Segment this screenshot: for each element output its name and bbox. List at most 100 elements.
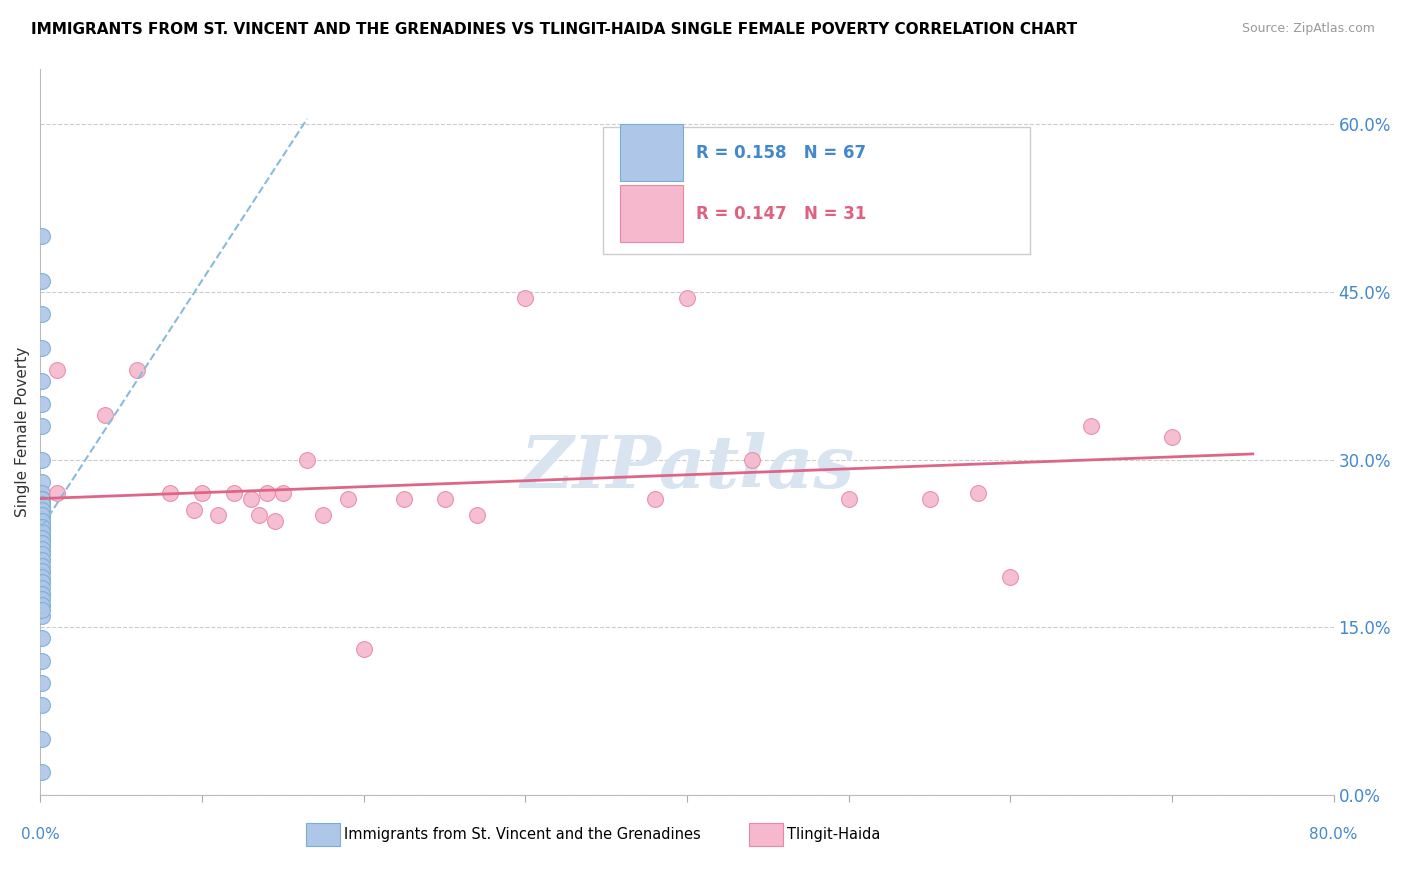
- Point: [31, 229, 53, 244]
- Point: [31, 452, 53, 467]
- Text: R = 0.147   N = 31: R = 0.147 N = 31: [696, 205, 866, 223]
- Point: [31, 531, 53, 545]
- Point: [31, 608, 53, 623]
- Point: [31, 341, 53, 355]
- Text: ZIPatlas: ZIPatlas: [520, 433, 853, 503]
- Point: [31, 536, 53, 550]
- Point: [838, 491, 860, 506]
- Point: [31, 553, 53, 567]
- Point: [31, 514, 53, 528]
- Point: [31, 497, 53, 511]
- Point: [31, 536, 53, 550]
- Point: [31, 525, 53, 540]
- Point: [31, 508, 53, 523]
- Point: [676, 291, 699, 305]
- Point: [31, 548, 53, 562]
- Point: [31, 519, 53, 533]
- Point: [741, 452, 763, 467]
- Text: 80.0%: 80.0%: [1309, 827, 1358, 842]
- Point: [31, 491, 53, 506]
- Point: [336, 491, 359, 506]
- Point: [31, 502, 53, 516]
- Point: [31, 531, 53, 545]
- Point: [31, 598, 53, 612]
- Y-axis label: Single Female Poverty: Single Female Poverty: [15, 346, 30, 516]
- Point: [644, 491, 666, 506]
- Point: [247, 508, 270, 523]
- Point: [31, 491, 53, 506]
- Point: [31, 514, 53, 528]
- Point: [94, 408, 117, 422]
- Text: Immigrants from St. Vincent and the Grenadines: Immigrants from St. Vincent and the Gren…: [344, 827, 700, 842]
- Point: [295, 452, 318, 467]
- Point: [31, 307, 53, 321]
- Point: [918, 491, 941, 506]
- Point: [31, 586, 53, 600]
- Point: [31, 558, 53, 573]
- FancyBboxPatch shape: [620, 185, 683, 243]
- Point: [433, 491, 456, 506]
- Point: [1161, 430, 1184, 444]
- Point: [392, 491, 415, 506]
- Point: [31, 491, 53, 506]
- Point: [31, 525, 53, 540]
- Point: [31, 502, 53, 516]
- Point: [31, 698, 53, 713]
- Point: [31, 575, 53, 590]
- Point: [31, 598, 53, 612]
- Point: [31, 765, 53, 780]
- Point: [1000, 570, 1022, 584]
- Point: [183, 502, 205, 516]
- Point: [207, 508, 229, 523]
- Point: [31, 397, 53, 411]
- Point: [31, 514, 53, 528]
- Point: [312, 508, 335, 523]
- Point: [31, 603, 53, 617]
- Point: [31, 525, 53, 540]
- Point: [31, 508, 53, 523]
- Point: [31, 531, 53, 545]
- FancyBboxPatch shape: [603, 127, 1029, 253]
- Point: [1080, 419, 1102, 434]
- Point: [159, 486, 181, 500]
- Point: [45, 363, 67, 377]
- Point: [31, 374, 53, 388]
- Point: [31, 536, 53, 550]
- Text: IMMIGRANTS FROM ST. VINCENT AND THE GRENADINES VS TLINGIT-HAIDA SINGLE FEMALE PO: IMMIGRANTS FROM ST. VINCENT AND THE GREN…: [31, 22, 1077, 37]
- Point: [31, 586, 53, 600]
- Point: [31, 497, 53, 511]
- Point: [263, 514, 285, 528]
- Point: [31, 274, 53, 288]
- Point: [127, 363, 149, 377]
- Point: [31, 497, 53, 511]
- Text: Tlingit-Haida: Tlingit-Haida: [787, 827, 880, 842]
- Point: [31, 419, 53, 434]
- Point: [256, 486, 278, 500]
- Point: [224, 486, 246, 500]
- Point: [239, 491, 262, 506]
- Point: [271, 486, 294, 500]
- Point: [31, 497, 53, 511]
- Point: [31, 553, 53, 567]
- Point: [967, 486, 990, 500]
- Point: [31, 564, 53, 578]
- Point: [31, 592, 53, 607]
- Point: [31, 531, 53, 545]
- Point: [31, 519, 53, 533]
- Point: [31, 541, 53, 556]
- Point: [353, 642, 375, 657]
- Text: Source: ZipAtlas.com: Source: ZipAtlas.com: [1241, 22, 1375, 36]
- Text: 0.0%: 0.0%: [21, 827, 60, 842]
- Point: [31, 570, 53, 584]
- Point: [31, 508, 53, 523]
- Point: [31, 564, 53, 578]
- Point: [31, 519, 53, 533]
- Point: [45, 486, 67, 500]
- Point: [31, 654, 53, 668]
- Point: [31, 486, 53, 500]
- FancyBboxPatch shape: [620, 124, 683, 181]
- Point: [31, 581, 53, 595]
- Point: [31, 541, 53, 556]
- Point: [515, 291, 537, 305]
- Point: [31, 632, 53, 646]
